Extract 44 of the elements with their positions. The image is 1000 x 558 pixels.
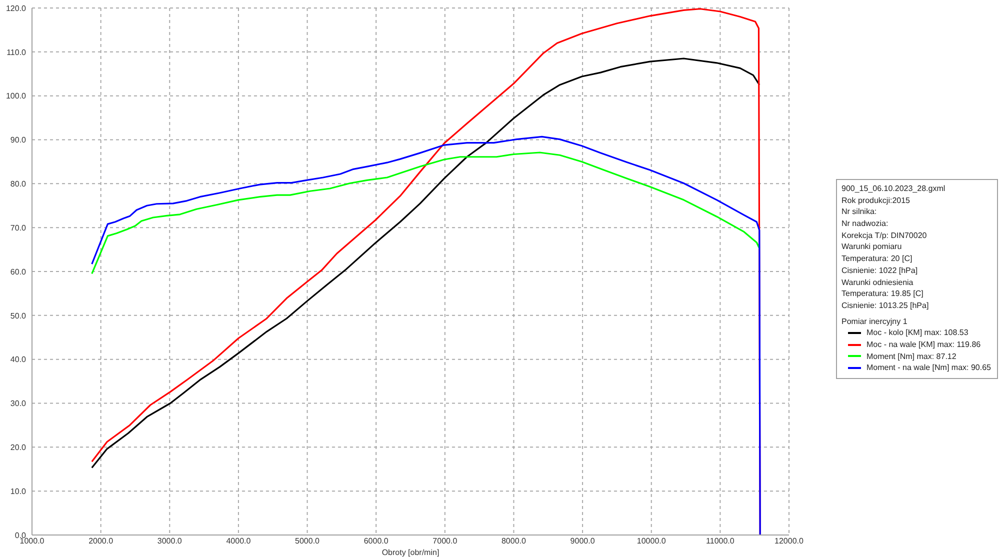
text: Cisnienie: 1013.25 [hPa] (842, 300, 930, 312)
x-tick-label: 2000.0 (88, 536, 114, 546)
y-tick-label: 70.0 (10, 223, 27, 232)
y-tick-label: 50.0 (10, 311, 27, 320)
text: Nr silnika: (842, 206, 878, 218)
x-tick-label: 1000.0 (20, 536, 45, 546)
y-tick-label: 10.0 (10, 486, 27, 496)
y-tick-label: 110.0 (6, 48, 27, 57)
x-tick-label: 11000.0 (706, 536, 735, 546)
text: Warunki odniesienia (842, 276, 914, 288)
legend-label: Moment - na wale [Nm] max: 90.65 (866, 362, 991, 374)
text: Temperatura: 20 [C] (842, 253, 914, 265)
y-tick-label: 60.0 (10, 267, 27, 276)
y-tick-label: 30.0 (10, 399, 27, 408)
x-tick-label: 8000.0 (501, 536, 527, 546)
y-tick-label: 40.0 (10, 355, 27, 364)
y-tick-label: 80.0 (10, 180, 27, 189)
x-tick-label: 4000.0 (226, 536, 252, 546)
text: Nr nadwozia: (842, 218, 890, 230)
legend-label: Moc - na wale [KM] max: 119.86 (866, 338, 981, 351)
line-series (91, 136, 761, 535)
line-series (91, 58, 760, 469)
legend-label: Moment [Nm] max: 87.12 (866, 350, 956, 362)
x-tick-label: 3000.0 (157, 536, 182, 546)
line-series (91, 152, 760, 274)
text: Korekcja T/p: DIN70020 (842, 230, 928, 242)
x-tick-label: 9000.0 (570, 536, 596, 546)
y-tick-label: 120.0 (6, 4, 27, 13)
x-tick-label: 10000.0 (636, 536, 666, 546)
legend-label: Moc - kolo [KM] max: 108.53 (866, 327, 968, 339)
x-tick-label: 7000.0 (432, 536, 458, 546)
legend-title: Pomiar inercyjny 1 (842, 316, 908, 328)
y-tick-label: 90.0 (10, 136, 27, 145)
x-tick-label: 6000.0 (364, 536, 389, 546)
text: Warunki pomiaru (842, 241, 903, 254)
text: 900_15_06.10.2023_28.gxml (842, 183, 946, 195)
text: Temperatura: 19.85 [C] (842, 288, 924, 300)
text: Cisnienie: 1022 [hPa] (842, 264, 919, 276)
y-tick-label: 20.0 (10, 443, 27, 452)
x-tick-label: 5000.0 (295, 536, 320, 546)
x-tick-label: 12000.0 (774, 536, 804, 546)
y-tick-label: 100.0 (6, 92, 27, 101)
text: Rok produkcji:2015 (842, 194, 911, 206)
x-axis-title: Obroty [obr/min] (382, 548, 440, 557)
